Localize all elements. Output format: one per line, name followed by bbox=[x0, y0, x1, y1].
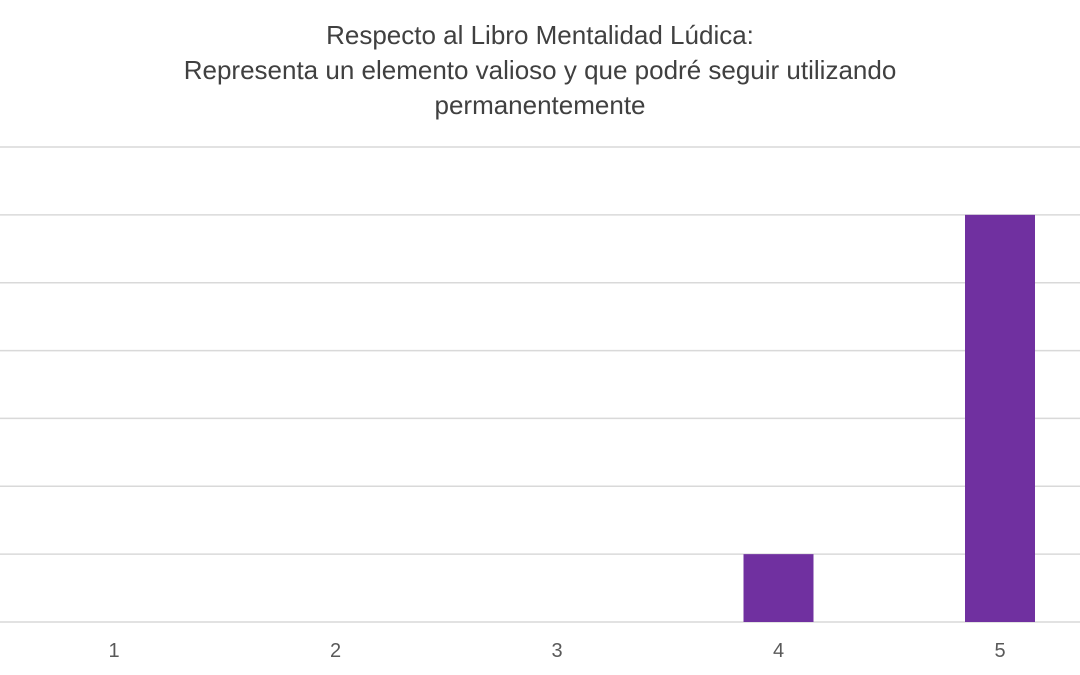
x-tick-label-5: 5 bbox=[994, 640, 1005, 662]
x-tick-labels: 1 2 3 4 5 bbox=[108, 640, 1005, 662]
chart-title: Respecto al Libro Mentalidad Lúdica: Rep… bbox=[0, 18, 1080, 123]
bar-4 bbox=[743, 554, 814, 622]
gridlines bbox=[0, 146, 1080, 623]
bar-5 bbox=[965, 214, 1035, 622]
chart-title-line-3: permanentemente bbox=[434, 90, 646, 120]
chart-title-line-2: Representa un elemento valioso y que pod… bbox=[183, 55, 897, 85]
x-tick-label-2: 2 bbox=[330, 640, 341, 662]
chart-title-line-1: Respecto al Libro Mentalidad Lúdica: bbox=[326, 20, 754, 50]
x-tick-label-4: 4 bbox=[773, 640, 784, 662]
bars bbox=[743, 214, 1035, 622]
x-tick-label-1: 1 bbox=[108, 640, 119, 662]
x-tick-label-3: 3 bbox=[551, 640, 562, 662]
